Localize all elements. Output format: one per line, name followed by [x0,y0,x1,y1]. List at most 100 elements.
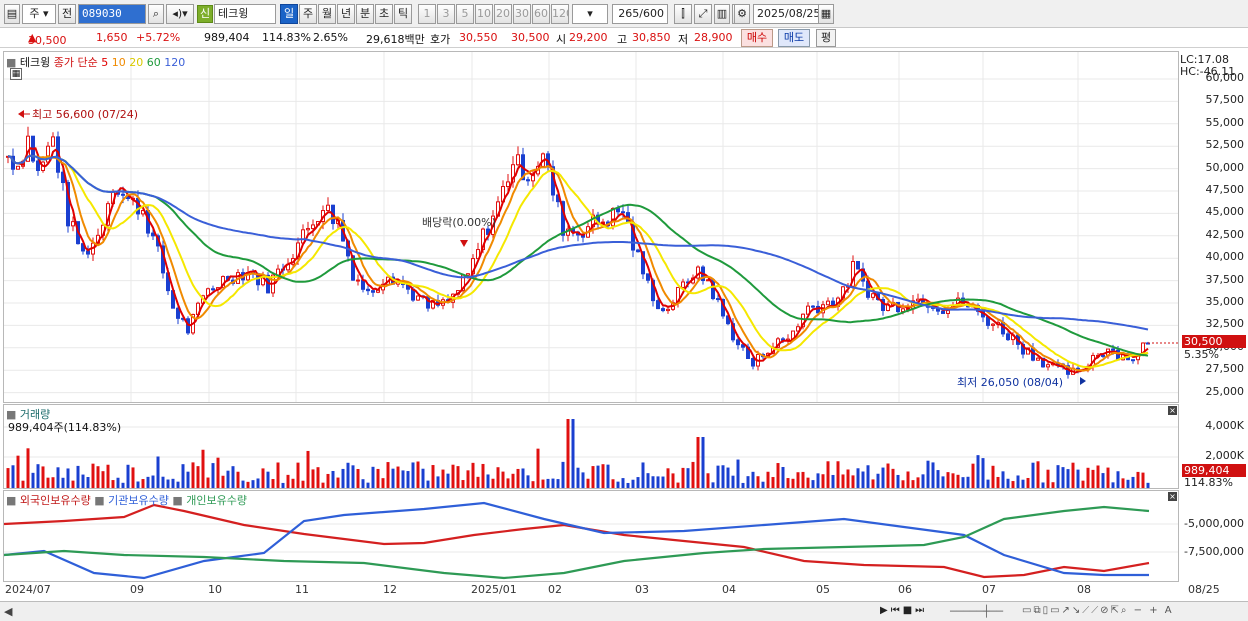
interval-tab-2[interactable]: 5 [456,4,474,24]
ma20-legend: 20 [129,56,144,69]
holdings-y-5m: -5,000,000 [1184,517,1244,530]
lc-label: LC:17.08 [1180,53,1230,66]
speaker-icon[interactable]: ◂)▾ [166,4,194,24]
inst-legend-icon: ■ [94,494,105,507]
holdings-close-icon[interactable]: × [1168,492,1177,501]
interval-tab-0[interactable]: 1 [418,4,436,24]
buy-button[interactable]: 매수 [741,29,773,47]
count-value: 265 [618,7,640,20]
playback-controls[interactable]: ▶⏮■⏭ [880,605,928,616]
volume-ratio: 114.83% [262,31,311,44]
count-max: /600 [639,7,664,20]
quote-strip: 30,500 ▲ 1,650 +5.72% 989,404 114.83% 2.… [0,28,1248,48]
price-value: 30,500 [28,34,67,47]
indicator-icon[interactable]: ▥ [714,4,730,24]
search-icon[interactable]: ⌕ [148,4,164,24]
volume-close-icon[interactable]: × [1168,406,1177,415]
price-y-label-11: 32,500 [1205,317,1245,331]
volume-chart-svg[interactable] [4,405,1179,489]
volume-rate-tag: 114.83% [1184,476,1233,489]
price-axis: 60,000 57,500 55,000 52,500 50,000 47,500 45,0… [1180,51,1248,403]
x-label-9: 05 [816,583,830,596]
scroll-bar[interactable]: ◀ ▶⏮■⏭ ─────┼── ▭⧉▯▭↗↘⟋⟋⊘⇱⌕ − + A [0,601,1248,621]
price-y-label-3: 52,500 [1205,138,1245,152]
price-y-label-0: 60,000 [1205,71,1245,84]
ma5-legend: 5 [101,56,109,69]
eval-button[interactable]: 평 [816,29,836,47]
period-type-label: 주 [29,7,40,20]
x-label-1: 09 [130,583,144,596]
price-y-label-14: 25,000 [1205,384,1245,398]
volume-y-4000k: 4,000K [1205,419,1244,432]
holdings-chart-svg[interactable] [4,491,1179,582]
interval-tab-1[interactable]: 3 [437,4,455,24]
period-tab-0[interactable]: 일 [280,4,298,24]
draw-tool-icon[interactable]: ⤢ [694,4,712,24]
stock-name-field[interactable]: 테크윙 [214,4,276,24]
high-value: 30,850 [632,31,671,44]
interval-tab-6[interactable]: 60 [532,4,550,24]
bid-ask: 30,550 [459,31,498,44]
count-field[interactable]: 265/600 [612,4,668,24]
prev-button[interactable]: 전 [58,4,76,24]
ma120-legend: 120 [164,56,186,69]
new-badge: 신 [197,5,213,23]
open-value: 29,200 [569,31,608,44]
price-y-label-2: 55,000 [1205,115,1245,129]
price-y-label-13: 27,500 [1205,362,1245,376]
hc-label: HC:-46.11 [1180,65,1236,78]
x-label-2: 10 [208,583,222,596]
candle-icon[interactable]: ⫿ [674,4,692,24]
sell-button[interactable]: 매도 [778,29,810,47]
period-type-select[interactable]: 주 ▾ [22,4,56,24]
period-tab-1[interactable]: 주 [299,4,317,24]
date-field[interactable]: 2025/08/25 [753,4,833,24]
x-label-8: 04 [722,583,736,596]
change-rate: +5.72% [136,31,181,44]
low-value: 28,900 [694,31,733,44]
drawing-tools[interactable]: ▭⧉▯▭↗↘⟋⟋⊘⇱⌕ − + A [1022,605,1174,616]
holdings-chart-panel[interactable]: ■ 외국인보유수량 ■ 기관보유수량 ■ 개인보유수량 × [3,490,1179,582]
high-label: 고 [617,33,628,46]
period-tab-6[interactable]: 틱 [394,4,412,24]
menu-icon[interactable]: ▤ [4,4,20,24]
x-label-10: 06 [898,583,912,596]
volume-value: 989,404 [204,31,250,44]
x-label-0: 2024/07 [5,583,51,596]
period-tab-4[interactable]: 분 [356,4,374,24]
volume-value-label: 989,404주(114.83%) [8,421,122,434]
calendar-icon[interactable]: ▦ [818,4,834,24]
close-ma-legend: 종가 단순 [53,56,98,69]
change-value: 1,650 [96,31,128,44]
scroll-left-icon[interactable]: ◀ [4,605,13,618]
dividend-annotation: 배당락(0.00%) [422,216,496,229]
volume-chart-panel[interactable]: ■ 거래량 989,404주(114.83%) × [3,404,1179,489]
stock-code-input[interactable]: 089030 [78,4,146,24]
high-annotation: 최고 56,600 (07/24) [32,108,139,121]
retail-legend-icon: ■ [172,494,183,507]
interval-tab-5[interactable]: 30 [513,4,531,24]
x-label-12: 08 [1077,583,1091,596]
interval-tab-7[interactable]: 120 [551,4,569,24]
chart-grid-icon[interactable]: ▦ [10,68,22,80]
holdings-y-7_5m: -7,500,000 [1184,545,1244,558]
price-chart-panel[interactable]: ■ 테크윙 종가 단순 5 10 20 60 120 최고 56,600 (07… [3,51,1179,403]
period-tab-3[interactable]: 년 [337,4,355,24]
open-label: 시 [556,33,567,46]
interval-tab-3[interactable]: 10 [475,4,493,24]
current-price: 30,500 ▲ [28,31,67,47]
price-chart-svg[interactable] [4,52,1179,403]
current-price-tag: 30,500 [1182,335,1246,348]
zoom-slider[interactable]: ─────┼── [950,605,1003,618]
price-y-label-1: 57,500 [1205,93,1245,107]
period-tab-5[interactable]: 초 [375,4,393,24]
settings-gear-icon[interactable]: ⚙ [734,4,750,24]
period-tab-2[interactable]: 월 [318,4,336,24]
price-y-label-9: 37,500 [1205,272,1245,286]
price-y-label-10: 35,000 [1205,295,1245,308]
interval-tab-4[interactable]: 20 [494,4,512,24]
x-label-13: 08/25 [1188,583,1220,596]
interval-dropdown[interactable]: ▾ [572,4,608,24]
price-y-label-6: 45,000 [1205,205,1245,219]
